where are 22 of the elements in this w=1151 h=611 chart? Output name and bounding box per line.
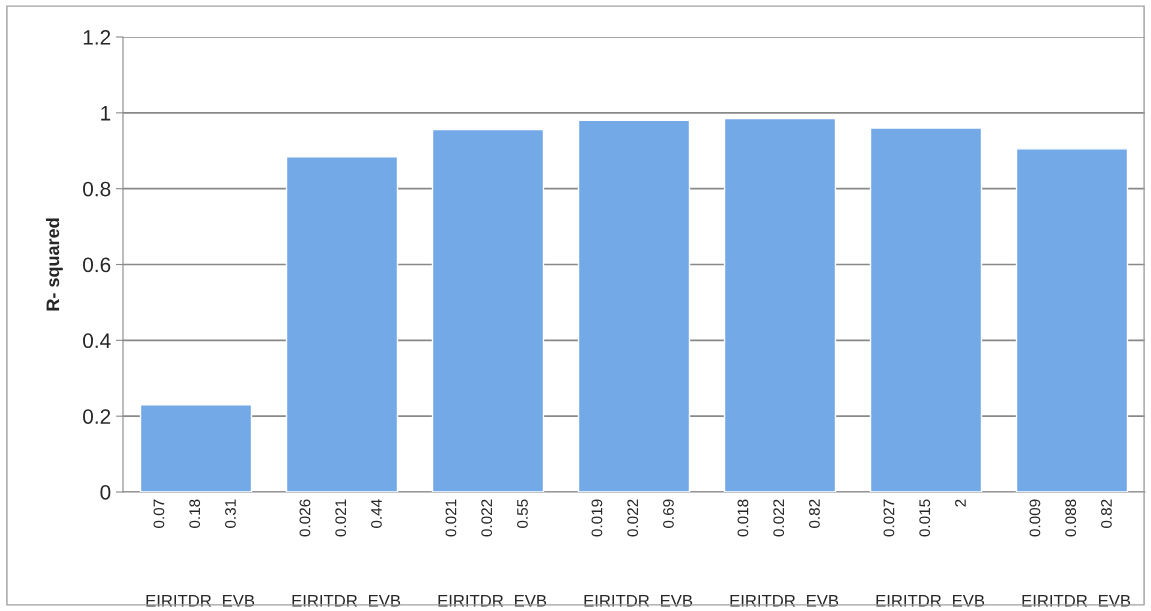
category-label: 0.027 0.015 2 EIRITDR EVB (876, 499, 985, 607)
category-label: 0.07 0.18 0.31 EIRITDR EVB (146, 499, 255, 607)
y-tick-label: 1.2 (83, 30, 111, 45)
y-tick-label: 1 (101, 106, 111, 121)
bar (285, 156, 399, 492)
category-label: 0.009 0.088 0.82 EIRITDR EVB (1022, 499, 1131, 607)
bar (869, 127, 983, 492)
y-tick-label: 0.2 (83, 409, 111, 424)
category-label: 0.026 0.021 0.44 EIRITDR EVB (292, 499, 401, 607)
category-label: 0.021 0.022 0.55 EIRITDR EVB (438, 499, 547, 607)
bar (1015, 148, 1129, 492)
bar (139, 404, 253, 492)
category-label: 0.019 0.022 0.69 EIRITDR EVB (584, 499, 693, 607)
bar (577, 119, 691, 492)
category-label: 0.018 0.022 0.82 EIRITDR EVB (730, 499, 839, 607)
y-axis-title: R- squared (45, 218, 63, 311)
bar (431, 128, 545, 492)
y-tick-label: 0.4 (83, 333, 111, 349)
y-tick-label: 0 (100, 485, 111, 500)
bar (723, 117, 837, 492)
y-tick-label: 0.6 (83, 257, 111, 273)
y-tick-label: 0.8 (83, 181, 111, 197)
